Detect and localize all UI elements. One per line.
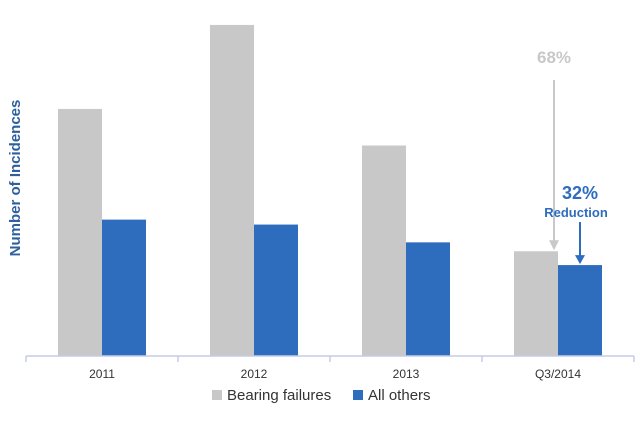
bar-bearing-failures-2013 [362, 145, 406, 356]
legend-swatch-all-others [353, 390, 363, 400]
bar-all-others-2012 [254, 224, 298, 356]
annotation-32-percent: 32% [562, 183, 598, 203]
x-ticks-group [25, 356, 635, 362]
annotation-arrowhead-gray [549, 240, 559, 251]
x-tick-label: Q3/2014 [535, 367, 581, 381]
bar-all-others-2013 [406, 242, 450, 356]
bar-all-others-q3-2014 [558, 265, 602, 356]
legend-swatch-bearing-failures [212, 390, 222, 400]
bar-bearing-failures-2011 [58, 108, 102, 356]
bar-all-others-2011 [102, 219, 146, 356]
bar-bearing-failures-q3-2014 [514, 251, 558, 356]
annotations-group: 68% 32% Reduction [537, 48, 608, 265]
bars-group [58, 24, 602, 357]
legend: Bearing failures All others [212, 387, 431, 404]
annotation-68-percent: 68% [537, 48, 571, 67]
annotation-reduction-label: Reduction [544, 205, 608, 220]
x-tick-labels-group: 2011 2012 2013 Q3/2014 [89, 367, 581, 381]
y-axis-label: Number of Incidences [7, 100, 24, 257]
x-tick-label: 2011 [89, 367, 115, 381]
annotation-arrowhead-blue [575, 255, 585, 265]
legend-label-bearing-failures: Bearing failures [227, 387, 331, 404]
bar-bearing-failures-2012 [210, 24, 254, 357]
x-tick-label: 2012 [241, 367, 268, 381]
legend-label-all-others: All others [368, 387, 431, 404]
x-tick-label: 2013 [393, 367, 420, 381]
